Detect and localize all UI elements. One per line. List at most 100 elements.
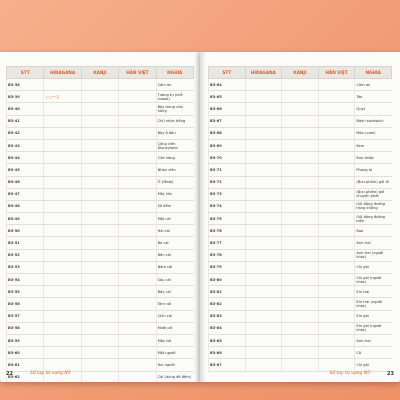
cell-kanji [281,127,319,140]
cell-id: B3-56 [5,297,44,311]
cell-hira [244,334,282,348]
cell-hira [43,322,82,335]
cell-han [317,297,355,311]
cell-vi: Hai người [155,358,194,372]
table-row: B3-60 Một người [5,346,194,360]
cell-hira [244,188,282,201]
cell-vi: Cái (dùng để đếm) [155,371,194,382]
cell-vi: Tương tự (chỗ coooo) [155,90,194,104]
footer-title-left: Sổ tay từ vựng N5 [30,371,71,376]
cell-hira [244,200,282,214]
cell-hira [43,261,82,275]
cell-han [118,371,157,382]
cell-vi: Em trai (người khác) [354,297,392,311]
cell-vi: Kem [354,139,392,153]
cell-vi: (Bưu phẩm) gửi chuyển phát [354,188,392,201]
table-row: B3-68 Món (cơm) [208,127,392,140]
cell-han [118,261,157,275]
cell-kanji [281,224,319,238]
table-row: B3-54 Sáu cái [5,273,194,287]
cell-kanji [80,346,119,360]
cell-hira [43,139,82,153]
cell-kanji [281,176,319,189]
cell-id: B3-77 [208,236,246,250]
table-row: B3-38 Cảm ơn [5,78,194,92]
cell-han [118,139,157,153]
cell-id: B3-79 [208,261,246,275]
table-row: B3-82 Em trai (người khác) [208,297,392,311]
cell-hira [244,102,282,116]
cell-vi: Hai cái [155,224,194,238]
cell-hira [244,273,282,287]
cell-id: B3-53 [5,261,44,275]
page-number-right: 23 [387,371,394,377]
cell-kanji [281,297,319,311]
footer-title-right: Sổ tay từ vựng N5 [329,371,370,376]
vocab-table-left: STT HIRAGANA KANJI HÁN VIỆT NGHĨA B3-38 Cảm ơ… [5,66,195,382]
cell-kanji [281,188,319,201]
table-row: B3-87 Chị gái [208,358,392,372]
cell-kanji [80,212,119,226]
cell-hira [244,224,282,238]
table-row: B3-56 Tám cái [5,297,194,311]
cell-hira [244,90,282,104]
column-header: HIRAGANA [43,66,82,79]
cell-han [317,346,355,360]
cell-hira [43,249,82,262]
cell-kanji [80,358,119,372]
cell-vi: Bốn cái [155,249,194,262]
vocab-table-right: STT HIRAGANA KANJI HÁN VIỆT NGHĨA B3-64 Cảm ơ… [208,66,392,372]
cell-han [118,151,157,165]
cell-hira [43,358,82,372]
cell-hira [43,176,82,189]
table-row: B3-86 Cô [208,346,392,360]
cell-kanji [281,90,319,104]
column-header: STT [208,66,246,79]
cell-han [317,334,355,348]
cell-id: B3-60 [5,346,44,360]
cell-hira [244,127,282,140]
cell-han [317,358,355,372]
cell-hira [43,297,82,311]
table-row: B3-44 Cửa hàng [5,151,194,165]
cell-vi: Công viên Disneyland [155,139,194,153]
cell-hira [43,334,82,348]
cell-hira [244,310,282,323]
cell-hira [244,346,282,360]
cell-vi: Chủ nhân tiếng [155,115,194,128]
cell-han [317,273,355,287]
cell-kanji [281,200,319,214]
cell-vi: Bánh sandwich [354,115,392,128]
cell-kanji [80,297,119,311]
cell-han [118,236,157,250]
table-row: B3-81 Em trai [208,285,392,299]
cell-han [118,310,157,323]
cell-id: B3-52 [5,249,44,262]
cell-vi: Bưu thiếp [354,151,392,165]
cell-han [118,273,157,287]
cell-hira [43,285,82,299]
cell-id: B3-83 [208,310,246,323]
cell-vi: Ở (Nhật) [155,176,194,189]
cell-han [118,188,157,201]
cell-kanji [80,102,119,116]
cell-kanji [80,334,119,348]
cell-hira [43,200,82,214]
cell-id: B3-84 [208,322,246,335]
table-row: B3-61 Hai người [5,358,194,372]
cell-hira [43,371,82,382]
cell-han [317,176,355,189]
cell-id: B3-70 [208,151,246,165]
cell-id: B3-66 [208,102,246,116]
cell-id: B3-49 [5,212,44,226]
table-row: B3-75 Gửi bằng đường biển [208,212,392,226]
cell-id: B3-87 [208,358,246,372]
cell-vi: Chị gái (người khác) [354,273,392,287]
cell-hira [244,212,282,226]
cell-han [118,127,157,140]
cell-hira [244,358,282,372]
cell-han [118,334,157,348]
cell-kanji [281,358,319,372]
cell-kanji [281,322,319,335]
